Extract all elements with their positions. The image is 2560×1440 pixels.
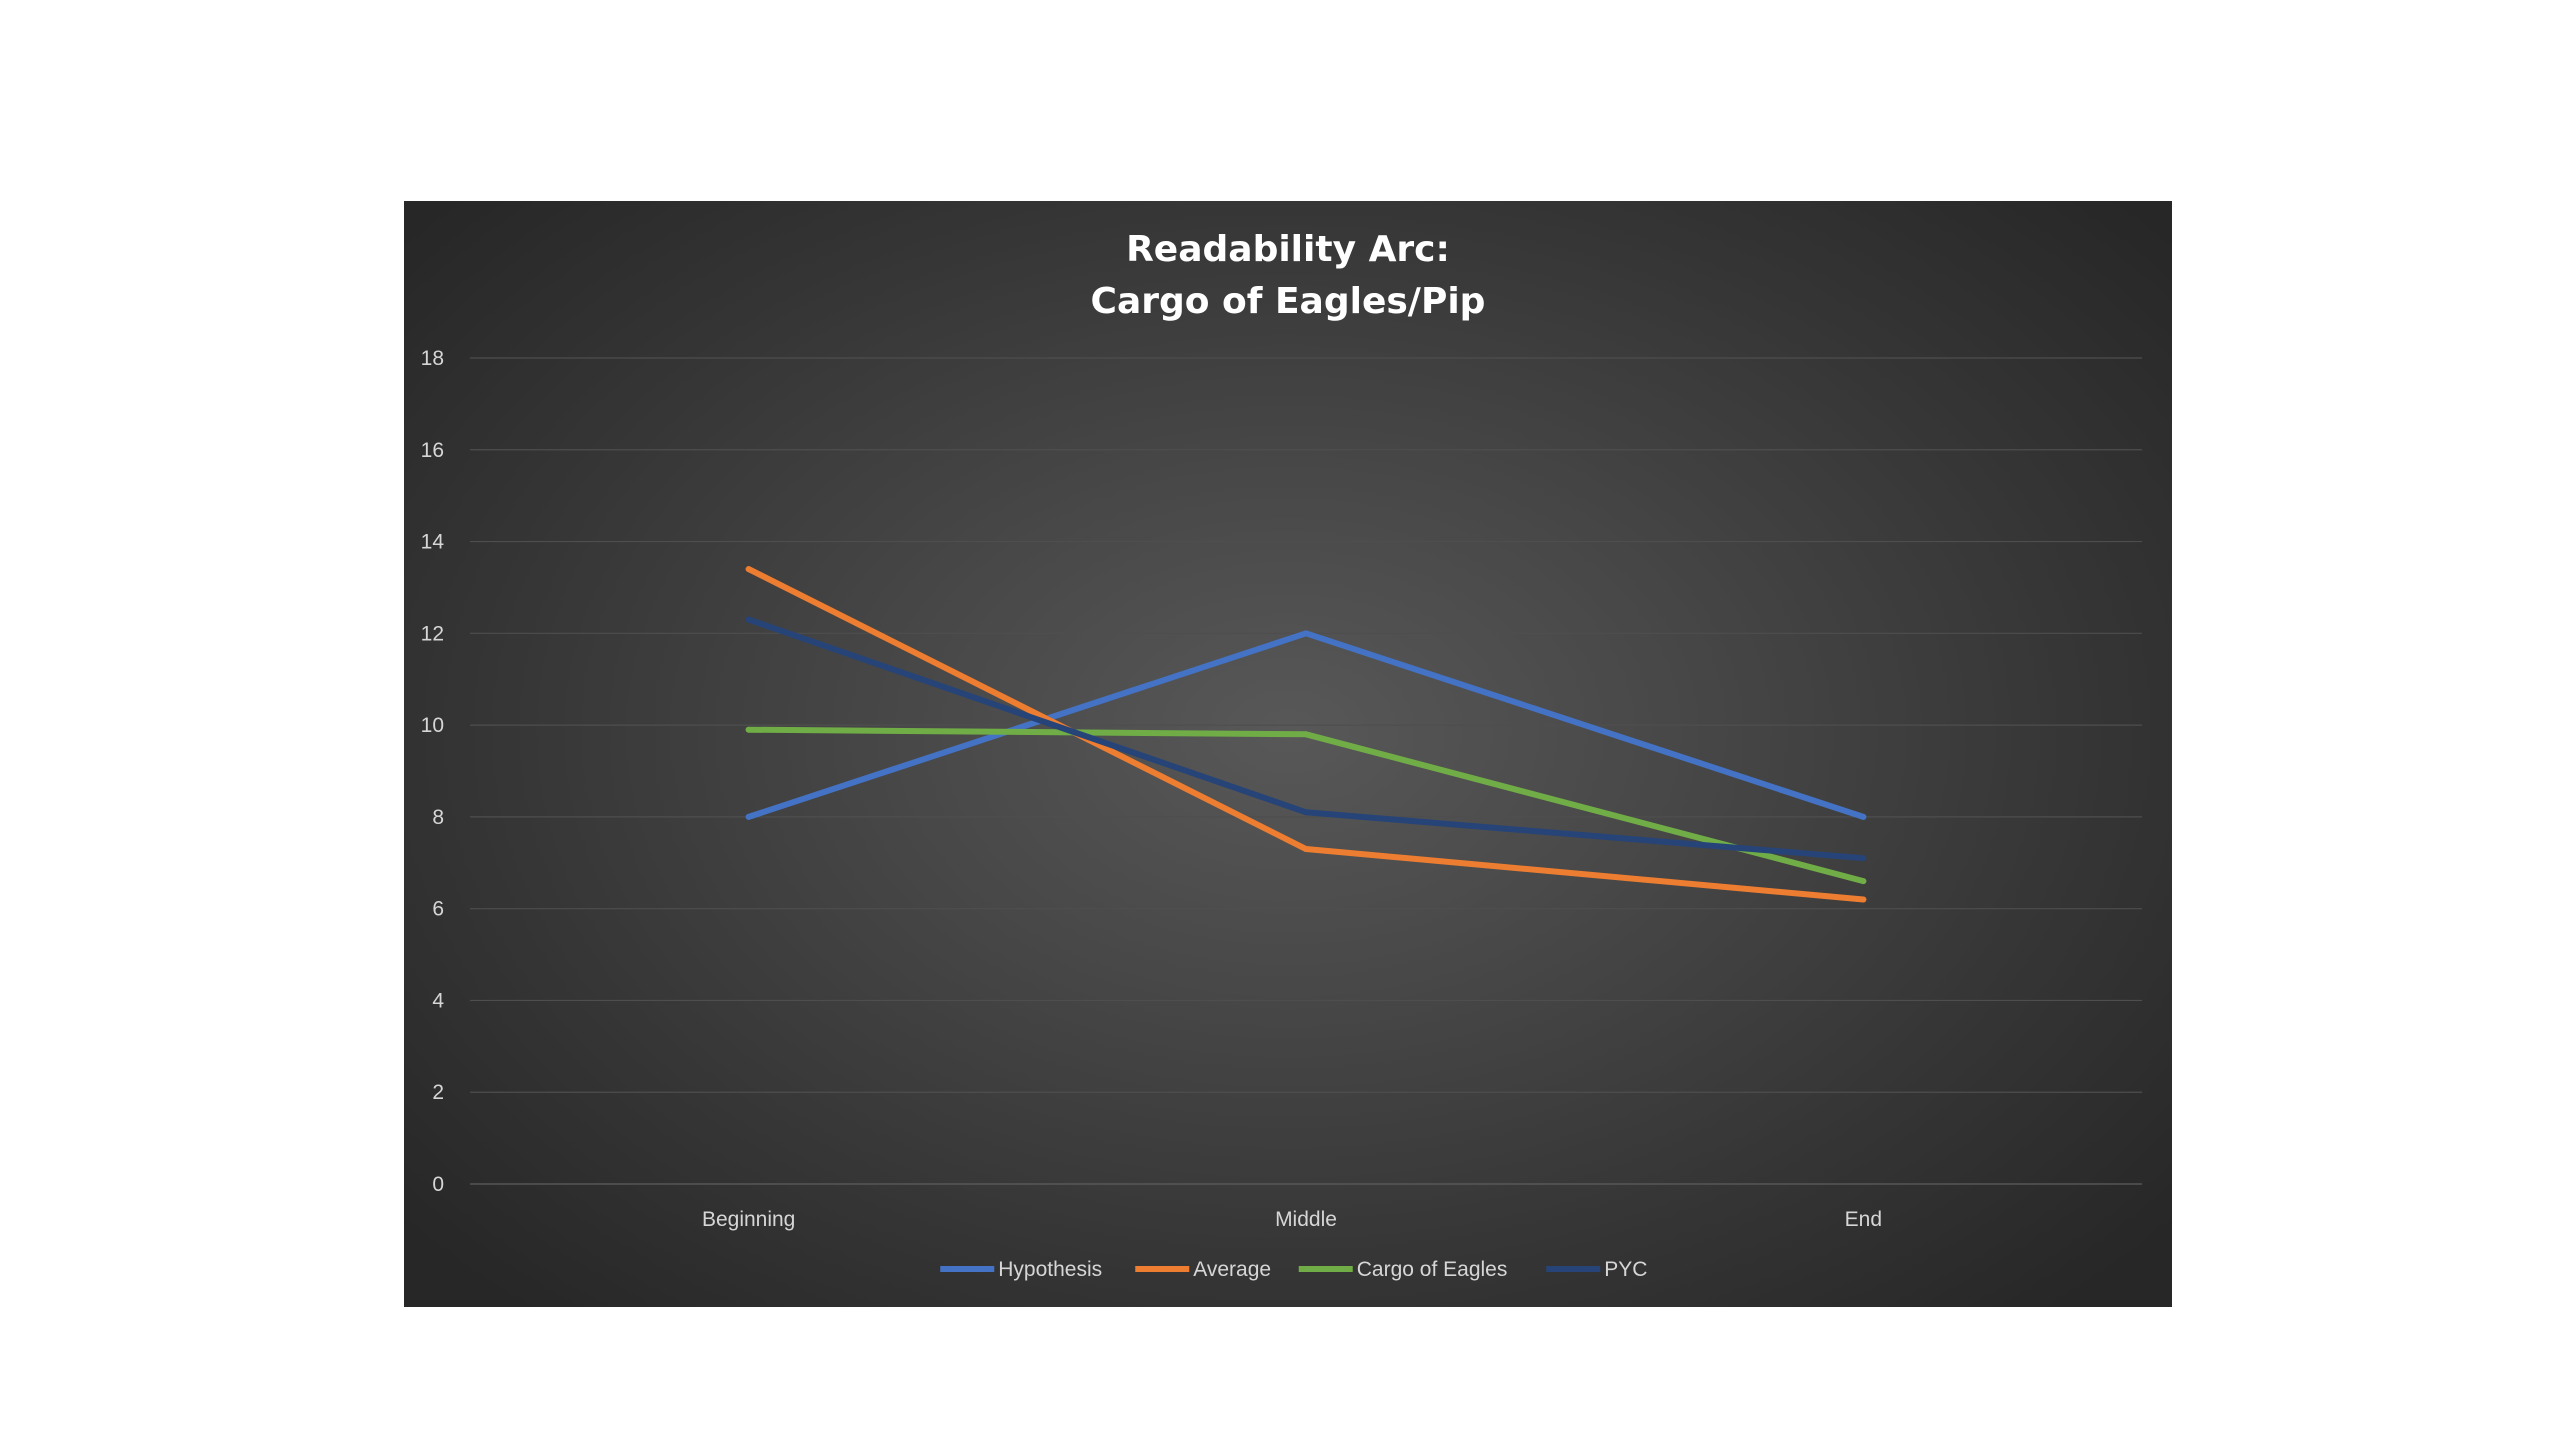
legend-item: PYC: [1546, 1258, 1647, 1281]
y-tick-label: 18: [421, 347, 444, 370]
y-tick-label: 4: [432, 989, 444, 1012]
legend-label: Cargo of Eagles: [1357, 1258, 1508, 1281]
x-tick-label: Middle: [1275, 1208, 1337, 1231]
series-line-cargo-of-eagles: [745, 726, 1867, 885]
chart-panel: Readability Arc: Cargo of Eagles/Pip 0 2 4…: [404, 201, 2172, 1307]
data-point-pyc: [1860, 855, 1867, 862]
legend-item: Cargo of Eagles: [1298, 1258, 1508, 1281]
data-point-hypothesis: [1303, 630, 1309, 637]
data-point-pyc: [745, 616, 752, 623]
chart-title-line-2: Cargo of Eagles/Pip: [1091, 281, 1486, 322]
data-point-cargo-of-eagles: [1303, 731, 1309, 738]
chart-title: Readability Arc: Cargo of Eagles/Pip: [1091, 229, 1486, 322]
y-tick-label: 12: [421, 622, 444, 645]
y-tick-label: 8: [432, 806, 444, 829]
y-tick-label: 14: [421, 531, 445, 554]
series-lines: [745, 566, 1867, 903]
legend-item: Hypothesis: [940, 1258, 1102, 1281]
y-axis-tick-labels: 0 2 4 6 8 10 12 14 16 18: [421, 347, 445, 1196]
data-point-average: [745, 566, 752, 573]
data-point-average: [1303, 846, 1309, 853]
line-chart: Readability Arc: Cargo of Eagles/Pip 0 2 4…: [421, 229, 2142, 1281]
data-point-hypothesis: [745, 813, 752, 820]
legend-label: PYC: [1604, 1258, 1647, 1281]
x-tick-label: Beginning: [702, 1208, 795, 1231]
legend-label: Hypothesis: [998, 1258, 1102, 1281]
x-axis-tick-labels: Beginning Middle End: [702, 1208, 1882, 1231]
data-point-hypothesis: [1860, 813, 1867, 820]
y-tick-label: 10: [421, 714, 444, 737]
y-tick-label: 16: [421, 439, 444, 462]
gridlines: [470, 357, 2142, 1185]
chart-title-line-1: Readability Arc:: [1126, 229, 1450, 270]
x-tick-label: End: [1845, 1208, 1882, 1231]
y-tick-label: 0: [432, 1173, 444, 1196]
legend: Hypothesis Average Cargo of Eagles PYC: [940, 1258, 1647, 1281]
data-point-pyc: [1303, 809, 1309, 816]
data-point-cargo-of-eagles: [1860, 878, 1867, 885]
data-point-cargo-of-eagles: [745, 726, 752, 733]
data-point-average: [1860, 896, 1867, 903]
y-tick-label: 6: [432, 898, 444, 921]
legend-item: Average: [1135, 1258, 1271, 1281]
legend-label: Average: [1193, 1258, 1271, 1281]
y-tick-label: 2: [432, 1081, 444, 1104]
